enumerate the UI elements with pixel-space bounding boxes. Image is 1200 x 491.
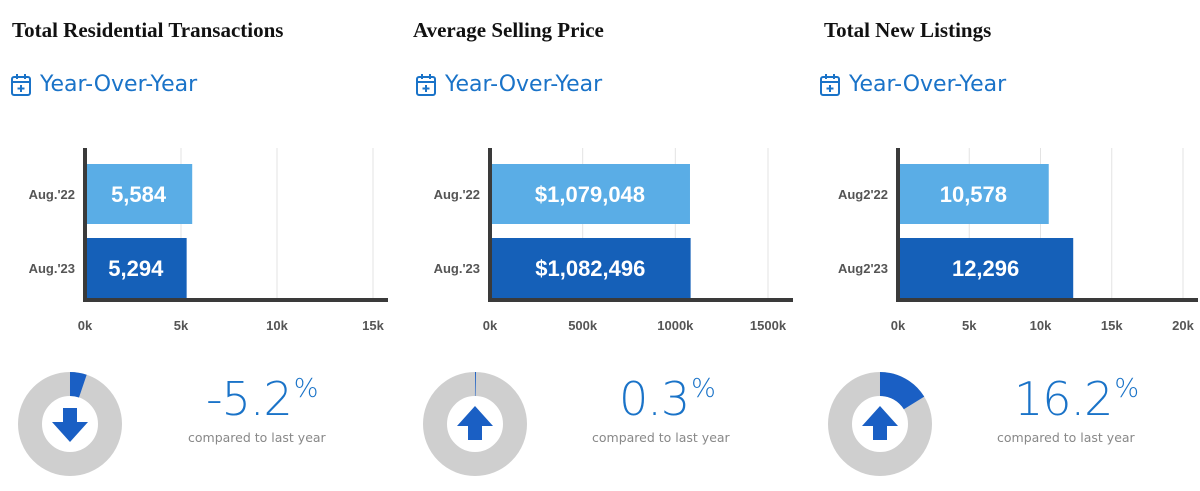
category-label: Aug.'22 bbox=[434, 187, 480, 202]
bar-chart-new-listings: 0k 5k 10k 15k 20k 10,578 Aug2'22 12,296 Aug2'23 bbox=[838, 148, 1198, 333]
category-label: Aug2'23 bbox=[838, 261, 888, 276]
category-label: Aug.'23 bbox=[29, 261, 75, 276]
calendar-icon bbox=[11, 73, 31, 96]
x-tick-label: 500k bbox=[568, 318, 598, 333]
x-tick-label: 1500k bbox=[750, 318, 787, 333]
change-percent: 0.3% bbox=[619, 372, 716, 426]
change-donut bbox=[423, 372, 527, 476]
category-label: Aug.'22 bbox=[29, 187, 75, 202]
percent-sign: % bbox=[293, 374, 319, 404]
x-tick-label: 10k bbox=[266, 318, 288, 333]
panel-title: Average Selling Price bbox=[413, 18, 604, 42]
percent-sign: % bbox=[691, 374, 716, 404]
donut-segment bbox=[879, 372, 925, 410]
x-tick-label: 5k bbox=[962, 318, 977, 333]
calendar-icon bbox=[416, 73, 436, 96]
bar-value-label: 10,578 bbox=[940, 182, 1007, 207]
donut-segment bbox=[69, 372, 87, 398]
period-selector[interactable]: Year-Over-Year bbox=[10, 72, 197, 97]
arrow-down-icon bbox=[52, 408, 88, 442]
panel-title: Total New Listings bbox=[824, 18, 992, 42]
period-label: Year-Over-Year bbox=[40, 72, 198, 97]
bar-chart-transactions: 0k 5k 10k 15k 5,584 Aug.'22 5,294 Aug.'23 bbox=[29, 148, 388, 333]
bar-value-label: $1,079,048 bbox=[535, 182, 645, 207]
x-tick-label: 15k bbox=[362, 318, 384, 333]
period-label: Year-Over-Year bbox=[849, 72, 1007, 97]
panel-new-listings: Total New Listings Year-Over-Year 0k 5k 10… bbox=[810, 0, 1200, 491]
x-tick-label: 0k bbox=[78, 318, 93, 333]
change-donut bbox=[828, 372, 932, 476]
bar-value-label: 5,294 bbox=[108, 256, 164, 281]
change-donut bbox=[18, 372, 122, 476]
bar-value-label: 5,584 bbox=[111, 182, 167, 207]
x-tick-label: 0k bbox=[891, 318, 906, 333]
bar bbox=[490, 238, 691, 298]
bar-value-label: $1,082,496 bbox=[535, 256, 645, 281]
change-percent-value: -5.2 bbox=[206, 372, 293, 426]
bar-value-label: 12,296 bbox=[952, 256, 1019, 281]
x-tick-label: 5k bbox=[174, 318, 189, 333]
panel-transactions: Total Residential Transactions Year-Over… bbox=[0, 0, 400, 491]
bar bbox=[85, 164, 193, 224]
change-percent-value: 16.2 bbox=[1014, 372, 1113, 426]
compare-caption: compared to last year bbox=[592, 430, 730, 445]
x-tick-label: 10k bbox=[1030, 318, 1052, 333]
change-percent-value: 0.3 bbox=[619, 372, 690, 426]
percent-sign: % bbox=[1114, 374, 1139, 404]
compare-caption: compared to last year bbox=[997, 430, 1135, 445]
x-tick-label: 1000k bbox=[657, 318, 694, 333]
x-tick-label: 20k bbox=[1172, 318, 1194, 333]
panel-title: Total Residential Transactions bbox=[12, 18, 284, 42]
change-percent: 16.2% bbox=[1014, 372, 1139, 426]
arrow-up-icon bbox=[862, 406, 898, 440]
bar bbox=[898, 164, 1049, 224]
x-tick-label: 0k bbox=[483, 318, 498, 333]
calendar-icon bbox=[820, 73, 840, 96]
arrow-up-icon bbox=[457, 406, 493, 440]
period-selector[interactable]: Year-Over-Year bbox=[415, 72, 602, 97]
compare-caption: compared to last year bbox=[188, 430, 326, 445]
bar bbox=[898, 238, 1074, 298]
bar bbox=[490, 164, 690, 224]
panel-average-price: Average Selling Price Year-Over-Year 0k 5… bbox=[405, 0, 805, 491]
category-label: Aug2'22 bbox=[838, 187, 888, 202]
bar-chart-average-price: 0k 500k 1000k 1500k $1,079,048 Aug.'22 $1,082,… bbox=[434, 148, 793, 333]
change-percent: -5.2% bbox=[206, 372, 319, 426]
category-label: Aug.'23 bbox=[434, 261, 480, 276]
x-tick-label: 15k bbox=[1101, 318, 1123, 333]
period-selector[interactable]: Year-Over-Year bbox=[819, 72, 1006, 97]
bar bbox=[85, 238, 187, 298]
period-label: Year-Over-Year bbox=[445, 72, 603, 97]
